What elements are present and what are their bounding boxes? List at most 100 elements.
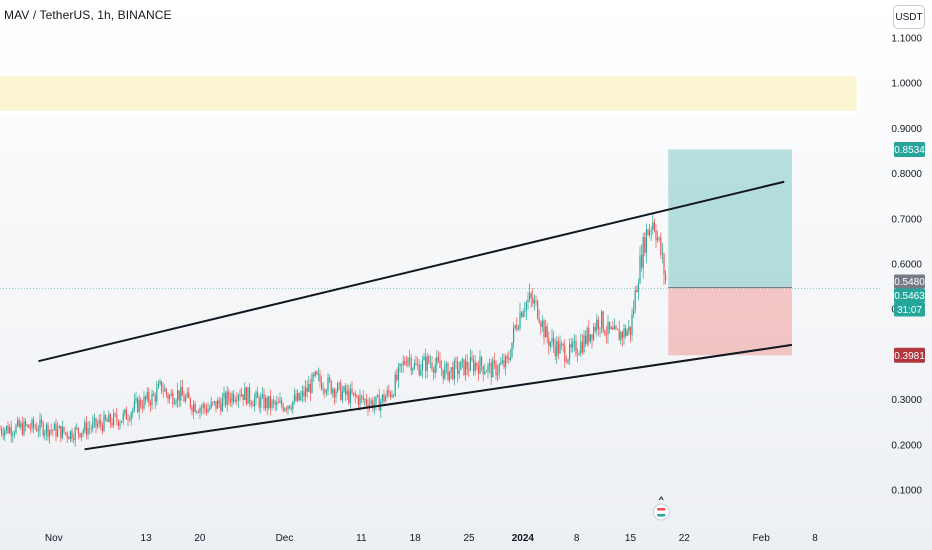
candle-body — [556, 341, 558, 357]
candle-body — [541, 320, 543, 327]
candle-body — [428, 356, 430, 363]
candle-body — [276, 402, 278, 405]
candle-body — [658, 237, 660, 239]
candle-body — [503, 360, 505, 368]
y-tick-label: 1.0000 — [891, 79, 922, 90]
candle-body — [365, 399, 367, 405]
candle-body — [402, 361, 404, 365]
candle-body — [13, 433, 15, 435]
candle-body — [236, 400, 238, 402]
candle-body — [657, 237, 659, 241]
candle-body — [215, 401, 217, 409]
candle-body — [586, 327, 588, 344]
candle-body — [193, 403, 195, 412]
y-tick-label: 1.1000 — [891, 34, 922, 45]
candle-body — [146, 392, 148, 400]
candle-body — [426, 356, 428, 372]
candle-body — [569, 344, 571, 360]
event-flag-green-icon — [657, 514, 666, 517]
candle-body — [18, 420, 20, 428]
candle-body — [108, 414, 110, 422]
candle-body — [26, 424, 28, 426]
candle-body — [68, 437, 70, 440]
candle-body — [418, 364, 420, 376]
candle-body — [188, 392, 190, 399]
candle-body — [580, 341, 582, 354]
candle-body — [20, 423, 22, 428]
candle-body — [370, 400, 372, 404]
candle-body — [362, 396, 364, 401]
symbol-title: MAV / TetherUS, 1h, BINANCE — [4, 8, 172, 22]
price-tag — [894, 288, 925, 303]
candle-body — [241, 394, 243, 397]
candle-body — [274, 401, 276, 405]
candle-body — [511, 342, 513, 357]
candle-body — [407, 358, 409, 365]
candle-body — [636, 290, 638, 293]
candle-body — [15, 425, 17, 434]
candle-body — [436, 357, 438, 366]
x-tick-label: 20 — [194, 533, 206, 544]
candle-body — [114, 413, 116, 415]
candle-body — [295, 395, 297, 401]
candle-body — [247, 387, 249, 404]
candle-body — [281, 400, 283, 406]
x-tick-label: 22 — [679, 533, 691, 544]
candle-body — [605, 334, 607, 336]
candle-body — [137, 398, 139, 413]
currency-button[interactable]: USDT — [893, 5, 925, 29]
candle-body — [161, 381, 163, 391]
candle-body — [157, 383, 159, 389]
candle-body — [28, 424, 30, 429]
candle-body — [199, 407, 201, 413]
candle-body — [245, 387, 247, 404]
candle-body — [77, 427, 79, 434]
candle-body — [122, 413, 124, 421]
candle-body — [167, 393, 169, 400]
candle-body — [322, 389, 324, 391]
candle-body — [36, 427, 38, 432]
candle-body — [476, 362, 478, 367]
candle-body — [93, 418, 95, 422]
candle-body — [73, 438, 75, 441]
price-tag — [894, 302, 925, 317]
candle-body — [401, 364, 403, 365]
candle-body — [258, 397, 260, 408]
candle-body — [393, 395, 395, 396]
candle-body — [287, 405, 289, 410]
candle-body — [537, 300, 539, 318]
candle-body — [207, 409, 209, 413]
candle-body — [388, 390, 390, 393]
candle-body — [489, 363, 491, 365]
candle-body — [311, 374, 313, 394]
candle-body — [495, 362, 497, 376]
candle-body — [650, 229, 652, 231]
candle-body — [298, 393, 300, 401]
candle-body — [205, 408, 207, 413]
candle-body — [130, 413, 132, 420]
candle-body — [567, 359, 569, 363]
candle-body — [578, 353, 580, 355]
candle-body — [63, 426, 65, 433]
candle-body — [553, 337, 555, 346]
candle-body — [300, 395, 302, 401]
candle-body — [615, 326, 617, 329]
candle-body — [47, 424, 49, 437]
candle-body — [517, 328, 519, 330]
candle-body — [604, 331, 606, 335]
resistance-zone — [0, 72, 860, 114]
candle-body — [519, 312, 521, 329]
candle-body — [60, 425, 62, 439]
candle-body — [356, 396, 358, 398]
candle-body — [649, 230, 651, 236]
candle-body — [306, 387, 308, 392]
candle-body — [100, 420, 102, 426]
candle-body — [79, 433, 81, 438]
candle-body — [135, 398, 137, 401]
price-tag — [894, 347, 925, 363]
candle-body — [250, 402, 252, 405]
candle-body — [631, 314, 633, 335]
candle-body — [410, 357, 412, 371]
